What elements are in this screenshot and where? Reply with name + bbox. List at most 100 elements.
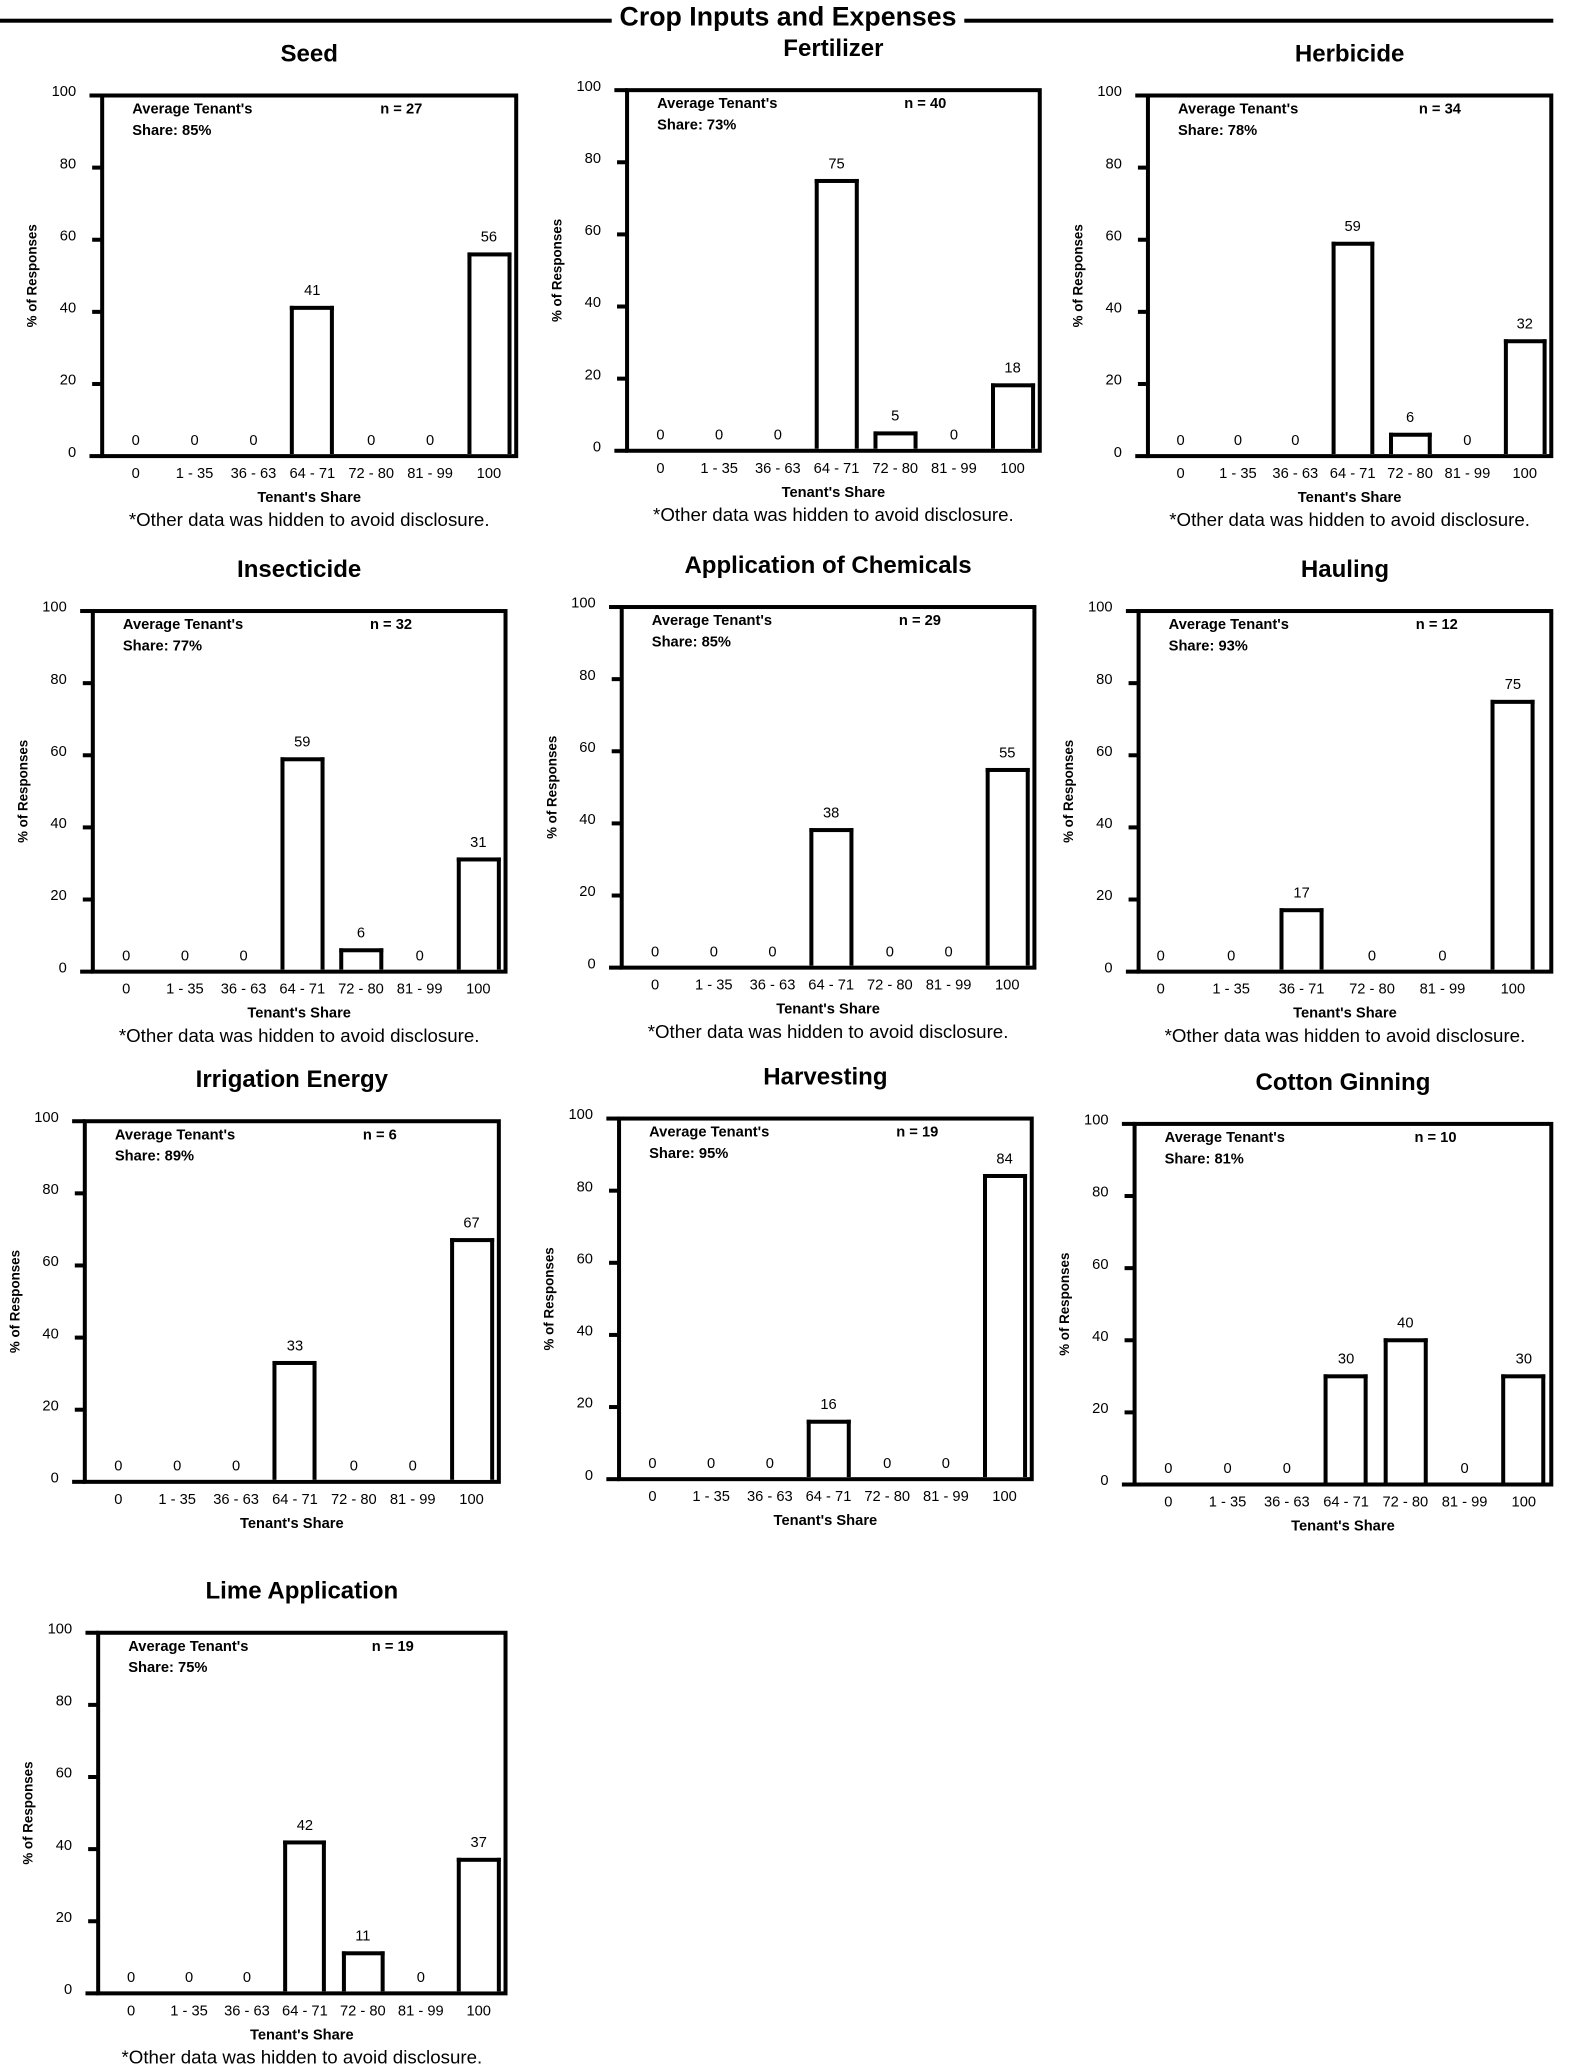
x-tick-label: 1 - 35 bbox=[175, 466, 214, 483]
x-tick-label: 81 - 99 bbox=[1419, 981, 1466, 998]
data-label: 0 bbox=[648, 1455, 657, 1472]
x-tick-label: 72 - 80 bbox=[330, 1491, 377, 1508]
chart-title: Insecticide bbox=[237, 555, 362, 583]
bar bbox=[1503, 338, 1547, 455]
bar bbox=[457, 1857, 501, 1992]
x-tick-label: 1 - 35 bbox=[158, 1491, 196, 1508]
y-axis-label: % of Responses bbox=[1071, 223, 1087, 327]
bar bbox=[982, 1174, 1027, 1478]
data-label: 0 bbox=[1227, 948, 1236, 965]
bar bbox=[1501, 1374, 1546, 1483]
y-tick-label: 0 bbox=[587, 956, 596, 973]
bar bbox=[814, 178, 859, 449]
y-tick-label: 20 bbox=[50, 888, 67, 905]
data-label: 0 bbox=[1291, 432, 1300, 449]
x-tick-label: 36 - 63 bbox=[213, 1491, 259, 1508]
data-label: 6 bbox=[356, 925, 366, 942]
bar bbox=[280, 756, 325, 970]
bar bbox=[1279, 908, 1324, 970]
data-label: 17 bbox=[1293, 885, 1310, 902]
data-label: 0 bbox=[242, 1969, 252, 1987]
chart-title: Herbicide bbox=[1294, 40, 1405, 67]
data-label: 30 bbox=[1515, 1351, 1533, 1368]
avg-share-label: Average Tenant's bbox=[128, 1638, 249, 1655]
plot-area bbox=[617, 1116, 1034, 1482]
sample-size: n = 27 bbox=[380, 101, 423, 118]
y-tick bbox=[88, 1774, 99, 1780]
data-label: 0 bbox=[173, 1458, 182, 1475]
baseline-extension bbox=[606, 1477, 620, 1482]
data-label: 0 bbox=[885, 944, 894, 961]
data-label: 0 bbox=[114, 1458, 123, 1475]
chart-title: Fertilizer bbox=[783, 34, 884, 62]
baseline-extension bbox=[85, 1991, 99, 1996]
data-label: 0 bbox=[416, 1969, 425, 1987]
y-tick-label: 60 bbox=[1105, 228, 1122, 245]
x-tick-label: 72 - 80 bbox=[872, 460, 919, 477]
bar bbox=[873, 430, 918, 449]
top-axis-extension bbox=[85, 1630, 99, 1635]
y-tick-label: 60 bbox=[1092, 1256, 1109, 1273]
y-tick bbox=[611, 749, 623, 754]
y-tick bbox=[609, 1332, 620, 1337]
y-tick-label: 60 bbox=[42, 1254, 59, 1271]
data-label: 0 bbox=[249, 432, 258, 449]
x-tick-label: 1 - 35 bbox=[700, 460, 738, 477]
footnote: *Other data was hidden to avoid disclosu… bbox=[653, 503, 1014, 525]
y-tick-label: 0 bbox=[1100, 1473, 1109, 1490]
x-tick-label: 36 - 63 bbox=[754, 460, 801, 477]
x-tick-label: 81 - 99 bbox=[396, 981, 443, 998]
y-tick bbox=[92, 309, 103, 314]
avg-share-value: Share: 81% bbox=[1164, 1151, 1244, 1168]
y-tick-label: 20 bbox=[579, 884, 596, 901]
data-label: 75 bbox=[828, 155, 845, 172]
data-label: 0 bbox=[1460, 1461, 1469, 1478]
x-tick-label: 72 - 80 bbox=[338, 981, 384, 998]
data-label: 0 bbox=[765, 1455, 774, 1472]
sample-size: n = 19 bbox=[896, 1124, 939, 1141]
x-tick-label: 36 - 63 bbox=[1272, 466, 1319, 483]
data-label: 0 bbox=[190, 432, 199, 449]
avg-share-value: Share: 75% bbox=[128, 1660, 208, 1677]
x-tick-label: 72 - 80 bbox=[864, 1489, 911, 1506]
footnote: *Other data was hidden to avoid disclosu… bbox=[647, 1020, 1009, 1042]
top-axis-extension bbox=[72, 1119, 86, 1124]
y-tick-label: 60 bbox=[579, 739, 596, 756]
avg-share-label: Average Tenant's bbox=[1177, 101, 1299, 118]
bar bbox=[273, 1360, 317, 1480]
data-label: 0 bbox=[122, 948, 131, 965]
y-tick-label: 100 bbox=[571, 595, 596, 612]
x-tick-label: 0 bbox=[1164, 1494, 1173, 1511]
y-tick-label: 60 bbox=[584, 223, 602, 240]
y-axis-label: % of Responses bbox=[16, 739, 32, 843]
data-label: 0 bbox=[1463, 432, 1472, 449]
x-tick-label: 64 - 71 bbox=[1323, 1494, 1369, 1511]
x-axis-label: Tenant's Share bbox=[1291, 1518, 1395, 1535]
data-label: 0 bbox=[415, 948, 424, 965]
y-tick bbox=[609, 1260, 620, 1265]
x-tick-label: 36 - 63 bbox=[220, 981, 267, 998]
y-tick-label: 20 bbox=[55, 1909, 73, 1926]
x-tick-label: 64 - 71 bbox=[1329, 466, 1376, 483]
y-tick-label: 100 bbox=[47, 1621, 73, 1638]
x-tick-label: 100 bbox=[1512, 466, 1538, 483]
plot-area bbox=[1132, 1121, 1554, 1487]
sample-size: n = 19 bbox=[371, 1638, 414, 1655]
x-tick-label: 36 - 63 bbox=[1263, 1494, 1310, 1511]
data-label: 41 bbox=[304, 283, 321, 300]
y-tick-label: 80 bbox=[59, 156, 77, 173]
data-label: 37 bbox=[470, 1835, 487, 1852]
avg-share-value: Share: 73% bbox=[657, 117, 737, 134]
y-tick bbox=[74, 1407, 86, 1412]
y-tick-label: 80 bbox=[1092, 1184, 1109, 1201]
y-tick-label: 0 bbox=[1113, 444, 1122, 461]
top-axis-extension bbox=[614, 88, 628, 93]
data-label: 0 bbox=[768, 944, 777, 961]
sample-size: n = 10 bbox=[1414, 1129, 1457, 1146]
data-label: 59 bbox=[294, 734, 311, 751]
x-tick-label: 100 bbox=[1511, 1494, 1537, 1511]
data-label: 0 bbox=[180, 948, 190, 965]
y-tick-label: 80 bbox=[576, 1179, 594, 1196]
y-tick-label: 80 bbox=[579, 667, 596, 684]
